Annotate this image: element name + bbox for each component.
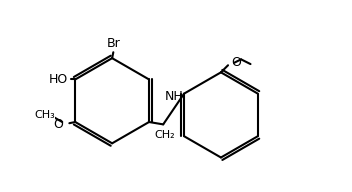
Text: CH₃: CH₃ — [34, 110, 55, 120]
Text: O: O — [232, 56, 241, 69]
Text: NH: NH — [164, 90, 183, 103]
Text: O: O — [54, 118, 63, 131]
Text: CH₂: CH₂ — [154, 130, 175, 140]
Text: Br: Br — [106, 37, 120, 50]
Text: HO: HO — [49, 73, 68, 86]
